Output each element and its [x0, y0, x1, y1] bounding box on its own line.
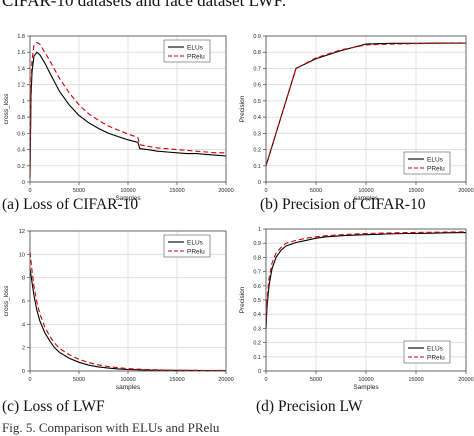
y-tick-label: 1 — [22, 99, 25, 105]
x-tick-label: 15000 — [408, 188, 423, 194]
figure-caption: Fig. 5. Comparison with ELUs and PRelu — [2, 420, 220, 435]
x-tick-label: 0 — [264, 188, 267, 194]
caption-loss-lwf: (c) Loss of LWF — [2, 398, 105, 415]
y-tick-label: 10 — [19, 252, 25, 258]
precision-cifar10-chart: 0 5000 10000 15000 20000 0 0.1 0.2 0.3 0.4 0.5 0.6 0… — [239, 34, 474, 202]
chart-panel-precision-cifar10: 0 5000 10000 15000 20000 0 0.1 0.2 0.3 0.4 0.5 0.6 0… — [236, 28, 474, 210]
x-tick-label: 10000 — [120, 188, 135, 194]
series-line-prelu — [29, 41, 226, 178]
y-tick-label: 0.1 — [253, 355, 261, 361]
y-tick-label: 0.3 — [253, 131, 261, 137]
series-line-elus — [265, 232, 467, 329]
series-line-elus — [29, 51, 227, 178]
y-tick-label: 0.4 — [253, 312, 261, 318]
x-tick-label: 15000 — [169, 377, 184, 383]
y-tick-label: 1.8 — [17, 34, 25, 40]
y-axis-label: cross_loss — [3, 93, 10, 124]
x-tick-label: 20000 — [458, 188, 473, 194]
y-tick-label: 0.4 — [253, 115, 261, 121]
x-axis-label: Samples — [353, 384, 379, 391]
y-tick-label: 0.9 — [253, 241, 261, 247]
x-tick-label: 15000 — [408, 377, 423, 383]
y-tick-label: 8 — [22, 276, 25, 282]
y-tick-label: 0.6 — [17, 131, 25, 137]
legend-label-elus: ELUs — [187, 45, 204, 52]
caption-precision-cifar10: (b) Precision of CIFAR-10 — [260, 196, 426, 213]
legend-label-elus: ELUs — [427, 346, 444, 353]
legend-label-elus: ELUs — [187, 240, 204, 247]
y-tick-label: 0.8 — [253, 50, 261, 56]
y-tick-label: 0 — [258, 369, 261, 375]
y-tick-label: 0.6 — [253, 284, 261, 290]
legend-label-prelu: PRelu — [187, 249, 205, 256]
document-heading-text: CIFAR-10 datasets and face dataset LWF. — [2, 0, 287, 10]
y-tick-label: 0.2 — [253, 148, 261, 154]
y-tick-label: 1.6 — [17, 50, 25, 56]
y-axis-label: Precision — [239, 286, 246, 313]
y-axis-label: Precision — [239, 95, 246, 122]
legend-label-prelu: PRelu — [187, 54, 205, 61]
y-tick-label: 0.6 — [253, 83, 261, 89]
x-tick-label: 20000 — [218, 188, 233, 194]
x-axis-label: Samples — [115, 195, 141, 202]
x-tick-label: 0 — [28, 188, 31, 194]
y-tick-label: 0.7 — [253, 66, 261, 72]
y-tick-label: 0.2 — [17, 164, 25, 170]
y-tick-label: 6 — [22, 299, 25, 305]
x-tick-label: 5000 — [310, 377, 322, 383]
series-line-prelu — [265, 42, 467, 166]
y-tick-label: 0.8 — [253, 255, 261, 261]
loss-cifar10-chart: 0 5000 10000 15000 20000 0 0.2 0.4 0.6 0.8 1 1.2 1.4… — [3, 34, 234, 202]
loss-lwf-chart: 0 5000 10000 15000 20000 0 2 4 6 8 10 12 samples cros… — [3, 229, 234, 391]
y-tick-label: 0.9 — [253, 34, 261, 40]
y-tick-label: 0.7 — [253, 270, 261, 276]
y-tick-label: 0.1 — [253, 164, 261, 170]
y-tick-label: 1 — [258, 227, 261, 233]
legend-label-elus: ELUs — [427, 157, 444, 164]
series-line-prelu — [265, 231, 467, 329]
y-tick-label: 0 — [22, 180, 25, 186]
legend-label-prelu: PRelu — [427, 355, 445, 362]
caption-loss-cifar10: (a) Loss of CIFAR-10 — [2, 196, 139, 213]
y-tick-label: 0 — [22, 369, 25, 375]
y-tick-label: 0.5 — [253, 99, 261, 105]
chart-panel-loss-cifar10: 0 5000 10000 15000 20000 0 0.2 0.4 0.6 0.8 1 1.2 1.4… — [0, 28, 234, 210]
y-tick-label: 0.2 — [253, 341, 261, 347]
y-tick-label: 1.4 — [17, 66, 25, 72]
y-axis-label: cross_loss — [3, 285, 10, 316]
x-tick-label: 20000 — [218, 377, 233, 383]
y-tick-label: 0.4 — [17, 148, 25, 154]
x-axis-label: samples — [354, 195, 379, 202]
y-tick-label: 1.2 — [17, 83, 25, 89]
caption-precision-lwf: (d) Precision LW — [256, 398, 363, 415]
x-axis-label: samples — [116, 384, 141, 391]
x-tick-label: 5000 — [310, 188, 322, 194]
y-tick-label: 0.5 — [253, 298, 261, 304]
precision-lwf-chart: 0 5000 10000 15000 20000 0 0.1 0.2 0.3 0.4 0.5 0.6 0… — [239, 227, 474, 391]
y-tick-label: 0.8 — [17, 115, 25, 121]
x-tick-label: 10000 — [120, 377, 135, 383]
x-tick-label: 20000 — [458, 377, 473, 383]
x-tick-label: 5000 — [73, 377, 85, 383]
x-tick-label: 10000 — [358, 377, 373, 383]
x-tick-label: 0 — [264, 377, 267, 383]
chart-panel-loss-lwf: 0 5000 10000 15000 20000 0 2 4 6 8 10 12 samples cros… — [0, 225, 234, 397]
y-tick-label: 2 — [22, 346, 25, 352]
y-tick-label: 12 — [19, 229, 25, 235]
legend-label-prelu: PRelu — [427, 166, 445, 173]
chart-panel-precision-lwf: 0 5000 10000 15000 20000 0 0.1 0.2 0.3 0.4 0.5 0.6 0… — [236, 225, 474, 397]
y-tick-label: 0.3 — [253, 326, 261, 332]
x-tick-label: 10000 — [358, 188, 373, 194]
x-tick-label: 15000 — [169, 188, 184, 194]
x-tick-label: 5000 — [73, 188, 85, 194]
y-tick-label: 0 — [258, 180, 261, 186]
y-tick-label: 4 — [22, 322, 25, 328]
x-tick-label: 0 — [28, 377, 31, 383]
series-line-prelu — [29, 251, 227, 372]
